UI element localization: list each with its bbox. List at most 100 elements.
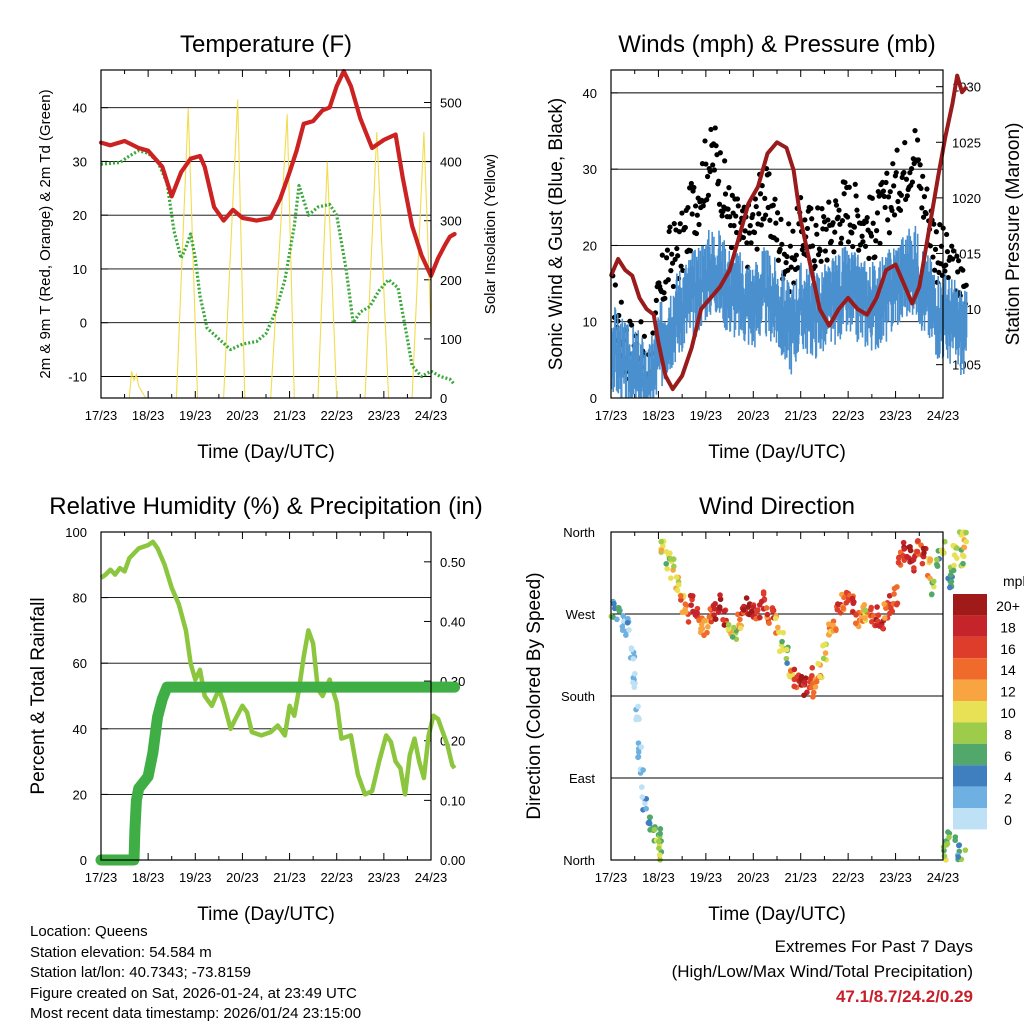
wind-direction-point	[862, 615, 868, 621]
wind-direction-xtick-label: 17/23	[595, 870, 628, 885]
speed-legend-label: 20+	[996, 598, 1020, 614]
wind-direction-point	[635, 749, 642, 755]
wind-direction-point	[919, 560, 926, 567]
wind-direction-point	[729, 634, 736, 640]
wind-direction-point	[870, 613, 876, 619]
temperature-ytick-label: 10	[73, 262, 87, 277]
wind-direction-frame	[610, 531, 944, 861]
gust-point	[901, 169, 907, 176]
gust-point	[727, 214, 733, 220]
winds-xtick-label: 24/23	[927, 408, 960, 423]
wind-direction-point	[950, 567, 957, 574]
gust-point	[687, 248, 694, 254]
extremes-values: 47.1/8.7/24.2/0.29	[835, 987, 973, 1006]
wind-direction-xtick-label: 21/23	[784, 870, 817, 885]
humidity-xtick-label: 18/23	[132, 870, 165, 885]
gust-point	[819, 206, 825, 212]
gust-point	[676, 229, 682, 235]
gust-point	[747, 223, 753, 229]
wind-direction-point	[701, 632, 707, 639]
wind-direction-xtick-label: 19/23	[690, 870, 723, 885]
gust-point	[851, 224, 858, 230]
wind-direction-point	[760, 589, 767, 595]
wind-direction-point	[946, 834, 952, 841]
gust-point	[662, 295, 668, 301]
temperature-ytick-label: -10	[68, 369, 87, 384]
gust-point	[705, 192, 712, 198]
gust-point	[702, 138, 708, 144]
speed-legend-unit: mph	[1003, 573, 1024, 589]
gust-point	[824, 257, 830, 263]
gust-point	[716, 178, 722, 184]
gust-point	[716, 201, 723, 207]
speed-legend-swatch	[953, 701, 987, 723]
speed-legend-label: 4	[1004, 769, 1012, 785]
gust-point	[839, 218, 846, 224]
gust-point	[933, 229, 939, 235]
wind-direction-point	[708, 618, 715, 625]
winds-xtick-label: 18/23	[642, 408, 675, 423]
wind-direction-point	[849, 595, 856, 602]
gust-point	[855, 213, 861, 219]
speed-legend-swatch	[953, 743, 987, 766]
wind-direction-point	[748, 608, 755, 615]
gust-point	[884, 170, 890, 176]
temperature-ylabel: 2m & 9m T (Red, Orange) & 2m Td (Green)	[37, 89, 54, 378]
gust-point	[722, 191, 729, 197]
gust-point	[693, 230, 700, 237]
gust-point	[818, 258, 824, 264]
gust-point	[960, 267, 966, 273]
gust-point	[955, 269, 961, 275]
wind-direction-point	[955, 842, 962, 849]
wind-direction-point	[834, 606, 841, 613]
gust-point	[677, 221, 683, 227]
speed-legend-label: 10	[1000, 705, 1016, 721]
wind-direction-xtick-label: 20/23	[737, 870, 770, 885]
extremes-subtitle: (High/Low/Max Wind/Total Precipitation)	[671, 962, 973, 981]
wind-direction-point	[895, 559, 902, 566]
wind-direction-point	[671, 563, 677, 570]
temperature-xtick-label: 23/23	[368, 408, 401, 423]
gust-point	[830, 220, 836, 226]
gust-point	[752, 196, 758, 202]
wind-direction-point	[705, 623, 711, 630]
gust-point	[687, 185, 693, 191]
humidity-xtick-label: 21/23	[273, 870, 306, 885]
gust-point	[838, 240, 844, 246]
gust-point	[678, 263, 684, 269]
winds-ytick-label: 0	[590, 391, 597, 406]
gust-point	[894, 147, 900, 153]
wind-direction-point	[668, 575, 674, 581]
wind-direction-point	[791, 683, 798, 690]
wind-direction-point	[948, 578, 955, 585]
wind-direction-point	[619, 623, 626, 630]
gust-point	[672, 256, 678, 263]
winds-xtick-label: 20/23	[737, 408, 770, 423]
gust-point	[815, 205, 821, 211]
wind-direction-point	[674, 587, 681, 594]
wind-direction-point	[701, 617, 708, 624]
gust-point	[661, 290, 667, 296]
gust-point	[931, 221, 937, 227]
wind-direction-point	[775, 624, 781, 631]
gust-point	[932, 246, 939, 252]
gust-point	[711, 167, 717, 173]
winds-ytick-label: 30	[583, 162, 597, 177]
wind-direction-point	[887, 610, 893, 617]
wind-direction-point	[721, 622, 728, 628]
gust-point	[618, 299, 624, 305]
wind-direction-point	[776, 629, 782, 635]
temperature-xtick-label: 19/23	[179, 408, 212, 423]
wind-direction-point	[640, 767, 646, 773]
wind-direction-point	[631, 684, 638, 691]
gust-point	[693, 203, 699, 209]
speed-legend-label: 14	[1000, 662, 1016, 678]
gust-point	[930, 254, 936, 260]
gust-point	[682, 224, 688, 231]
gust-point	[963, 282, 969, 288]
gust-point	[943, 262, 949, 268]
gust-point	[923, 211, 929, 217]
wind-direction-point	[815, 660, 821, 667]
gust-point	[852, 181, 858, 187]
gust-point	[950, 248, 957, 254]
